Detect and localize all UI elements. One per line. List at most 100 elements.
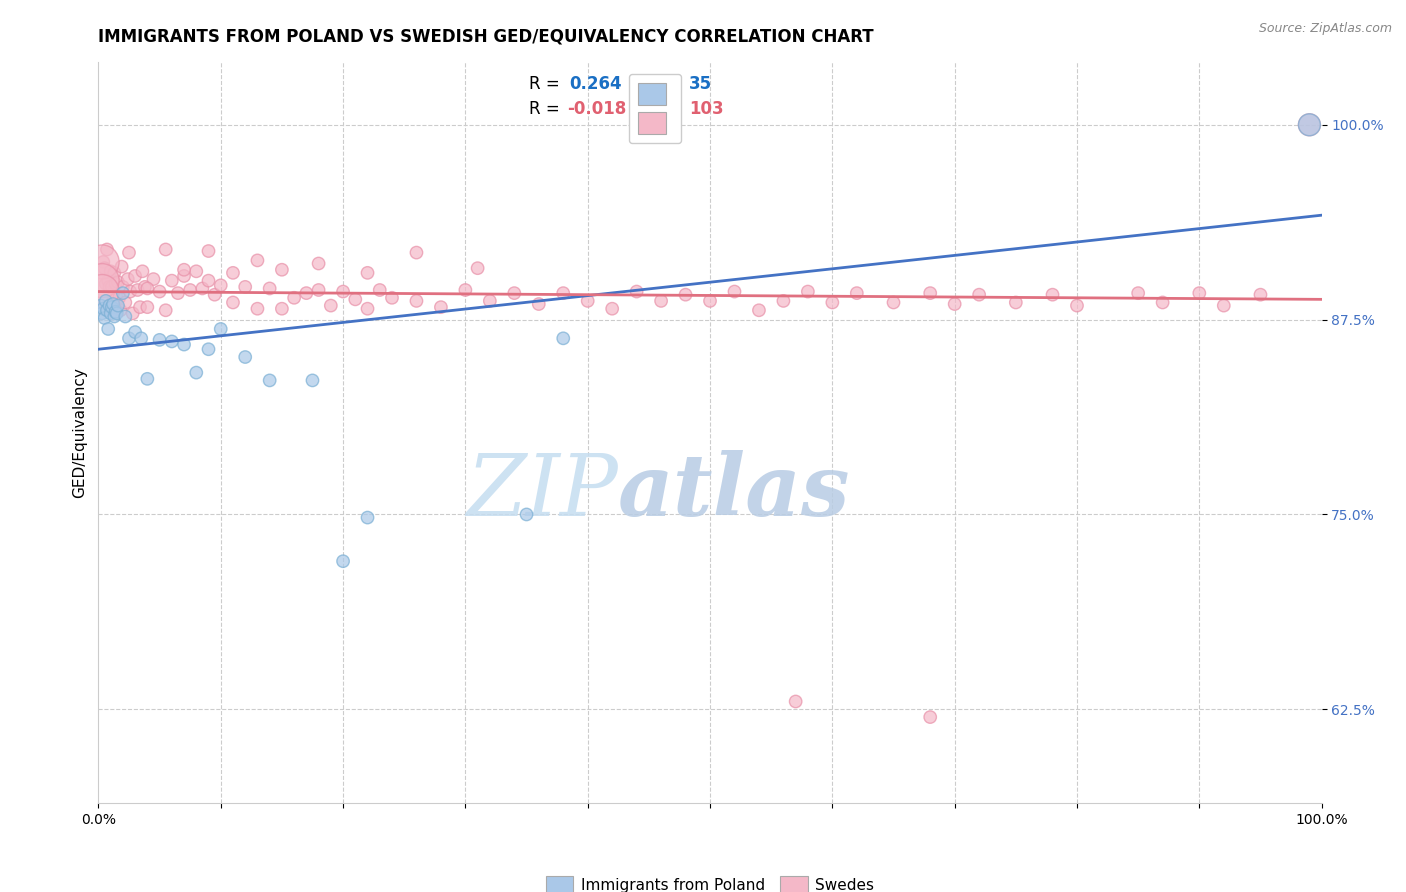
Text: ZIP: ZIP [467,450,619,533]
Point [91,255,114,269]
Point [553,331,575,345]
Point [748,303,770,318]
Point [527,297,550,311]
Text: atlas: atlas [619,450,851,533]
Point [356,266,378,280]
Point [96,243,118,257]
Point [136,372,159,386]
Point [104,305,127,319]
Point [96,303,118,318]
Point [295,286,318,301]
Text: 0.264: 0.264 [569,75,621,93]
Point [124,268,146,283]
Point [131,264,153,278]
Point [308,283,330,297]
Point [233,350,256,364]
Point [723,285,745,299]
Point [301,373,323,387]
Point [117,272,139,286]
Point [91,306,114,320]
Point [209,278,232,293]
Point [883,295,905,310]
Point [344,293,367,307]
Text: N =: N = [651,100,688,119]
Point [515,508,537,522]
Point [173,337,195,351]
Point [186,264,208,278]
Point [103,310,125,324]
Point [90,299,112,313]
Point [270,301,294,316]
Text: -0.018: -0.018 [567,100,626,119]
Point [101,300,124,314]
Point [101,297,124,311]
Point [98,280,121,294]
Point [576,293,599,308]
Point [91,255,114,269]
Point [121,306,143,320]
Point [503,286,526,301]
Point [699,293,721,308]
Point [967,287,990,301]
Point [136,281,159,295]
Point [197,244,219,258]
Point [136,300,159,314]
Point [1249,287,1271,301]
Point [97,322,120,336]
Point [101,280,124,294]
Point [120,285,142,299]
Point [110,303,132,318]
Point [114,295,136,310]
Point [1066,299,1088,313]
Point [1128,286,1150,301]
Point [1212,299,1234,313]
Point [259,373,281,387]
Point [920,710,942,724]
Point [173,262,195,277]
Point [1298,118,1320,132]
Point [332,554,354,568]
Point [93,261,115,276]
Point [319,299,342,313]
Point [943,297,966,311]
Point [197,274,219,288]
Point [124,325,146,339]
Point [94,277,117,291]
Text: 103: 103 [689,100,724,119]
Point [467,261,489,276]
Point [129,300,152,314]
Point [111,260,134,274]
Point [233,280,256,294]
Point [478,293,501,308]
Point [97,274,120,288]
Point [149,333,172,347]
Point [797,285,820,299]
Point [108,291,131,305]
Point [845,286,868,301]
Point [134,280,156,294]
Point [259,281,281,295]
Point [1004,295,1026,310]
Point [142,272,165,286]
Point [332,285,354,299]
Point [1152,295,1174,310]
Text: IMMIGRANTS FROM POLAND VS SWEDISH GED/EQUIVALENCY CORRELATION CHART: IMMIGRANTS FROM POLAND VS SWEDISH GED/EQ… [98,28,875,45]
Point [107,275,129,289]
Point [356,510,378,524]
Point [785,694,807,708]
Point [167,286,190,301]
Point [626,285,648,299]
Point [160,334,183,349]
Point [111,280,134,294]
Point [186,366,208,380]
Point [430,300,453,314]
Legend: Immigrants from Poland, Swedes: Immigrants from Poland, Swedes [540,870,880,892]
Point [308,256,330,270]
Point [107,299,129,313]
Text: R =: R = [529,75,565,93]
Point [101,293,124,308]
Point [600,301,623,316]
Point [155,243,177,257]
Point [197,343,219,357]
Point [454,283,477,297]
